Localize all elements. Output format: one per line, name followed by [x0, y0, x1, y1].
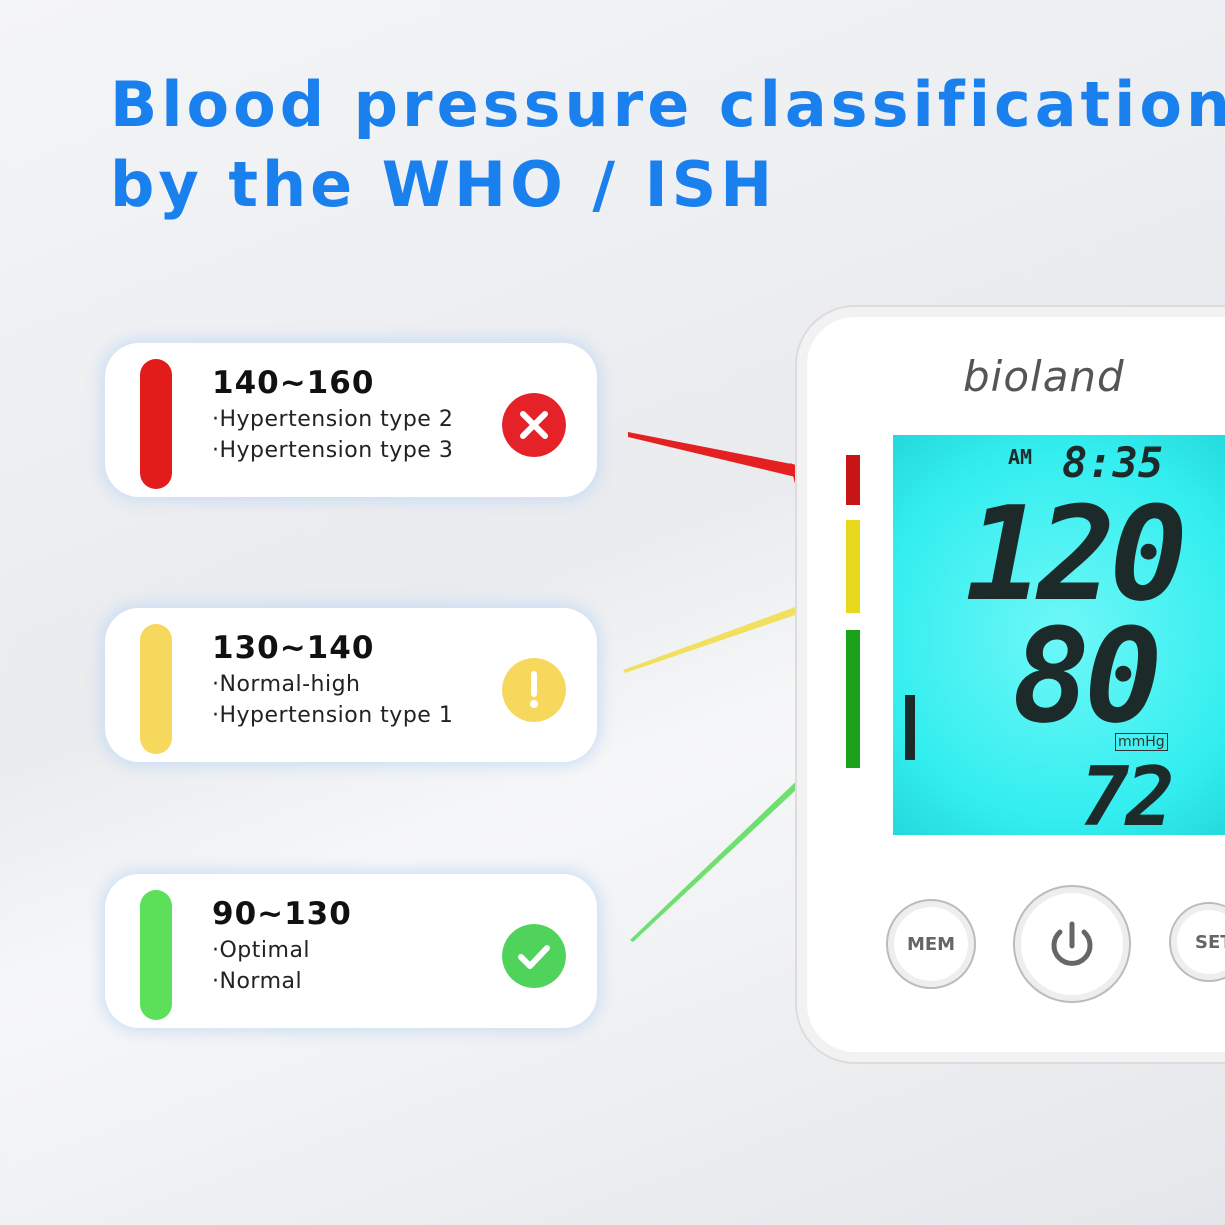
icon-cross [502, 393, 566, 457]
indicator [846, 630, 860, 768]
label: ·Hypertension type 1 [212, 703, 454, 728]
arrow [623, 603, 810, 673]
diastolic: 80 [1012, 600, 1163, 752]
label: ·Optimal [212, 938, 311, 963]
brand: bioland [963, 352, 1125, 401]
power-icon [1051, 921, 1093, 966]
title: by the WHO / ISH [110, 148, 777, 221]
lcd-screen [893, 435, 1225, 835]
indicator [846, 520, 860, 613]
icon-check [502, 924, 566, 988]
arrow [628, 432, 812, 480]
icon-warning [502, 658, 566, 722]
color-bar [140, 890, 172, 1020]
range: 130~140 [212, 630, 375, 666]
mem-button[interactable]: MEM [886, 899, 976, 989]
time: 8:35 [1062, 438, 1164, 487]
range: 90~130 [212, 896, 352, 932]
set-button[interactable]: SET [1169, 902, 1225, 982]
card: 140~160 ·Hypertension type 2 ·Hypertensi… [105, 343, 597, 497]
pulse-bar [905, 695, 915, 760]
indicator [846, 455, 860, 505]
unit: mmHg [1115, 733, 1168, 751]
pulse: 72 [1080, 750, 1175, 845]
label: ·Normal-high [212, 672, 361, 697]
card: 90~130 ·Optimal ·Normal [105, 874, 597, 1028]
color-bar [140, 624, 172, 754]
card: 130~140 ·Normal-high ·Hypertension type … [105, 608, 597, 762]
label: ·Hypertension type 3 [212, 438, 454, 463]
title: Blood pressure classification [110, 68, 1225, 141]
label: ·Normal [212, 969, 303, 994]
power-button[interactable] [1013, 885, 1131, 1003]
range: 140~160 [212, 365, 375, 401]
label: ·Hypertension type 2 [212, 407, 454, 432]
time-period: AM [1008, 445, 1033, 469]
color-bar [140, 359, 172, 489]
arrow [630, 770, 812, 942]
systolic: 120 [965, 478, 1188, 630]
